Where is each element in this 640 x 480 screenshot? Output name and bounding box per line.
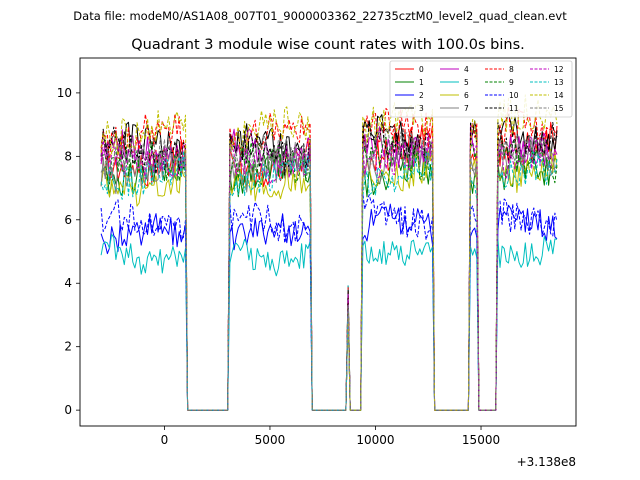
- x-tick-label: 5000: [255, 433, 286, 447]
- y-tick-label: 0: [64, 403, 72, 417]
- legend-label-6: 6: [464, 91, 469, 100]
- series-line-6: [100, 148, 558, 411]
- series-line-13: [100, 150, 558, 411]
- y-tick-label: 4: [64, 276, 72, 290]
- x-tick-label: 10000: [356, 433, 394, 447]
- x-tick-label: 15000: [462, 433, 500, 447]
- legend-label-7: 7: [464, 104, 469, 113]
- legend-label-14: 14: [554, 91, 564, 100]
- chart-title: Quadrant 3 module wise count rates with …: [131, 37, 525, 53]
- legend-label-3: 3: [419, 104, 424, 113]
- y-tick-label: 6: [64, 213, 72, 227]
- series-line-0: [100, 121, 558, 411]
- y-tick-label: 10: [57, 86, 72, 100]
- axes-frame: [79, 57, 577, 427]
- legend-label-10: 10: [509, 91, 519, 100]
- series-line-3: [100, 113, 558, 411]
- series-line-14: [100, 94, 558, 411]
- legend-label-4: 4: [464, 65, 469, 74]
- y-tick-label: 2: [64, 340, 72, 354]
- series-line-11: [100, 121, 558, 411]
- plot-area: [100, 94, 558, 411]
- series-line-2: [100, 203, 558, 411]
- legend-label-0: 0: [419, 65, 424, 74]
- legend-label-9: 9: [509, 78, 514, 87]
- legend-box: [389, 60, 573, 118]
- legend-label-1: 1: [419, 78, 424, 87]
- legend-label-8: 8: [509, 65, 514, 74]
- y-tick-label: 8: [64, 149, 72, 163]
- legend-label-15: 15: [554, 104, 564, 113]
- legend-label-5: 5: [464, 78, 469, 87]
- x-offset-label: +3.138e8: [517, 455, 576, 469]
- legend-label-11: 11: [509, 104, 519, 113]
- series-line-15: [100, 127, 558, 411]
- legend-label-2: 2: [419, 91, 424, 100]
- x-tick-label: 0: [161, 433, 169, 447]
- series-line-9: [100, 136, 558, 411]
- series-line-5: [100, 233, 558, 411]
- chart-suptitle: Data file: modeM0/AS1A08_007T01_90000033…: [73, 9, 567, 23]
- legend-label-12: 12: [554, 65, 564, 74]
- series-line-7: [100, 137, 558, 411]
- series-line-12: [100, 131, 558, 411]
- legend-label-13: 13: [554, 78, 564, 87]
